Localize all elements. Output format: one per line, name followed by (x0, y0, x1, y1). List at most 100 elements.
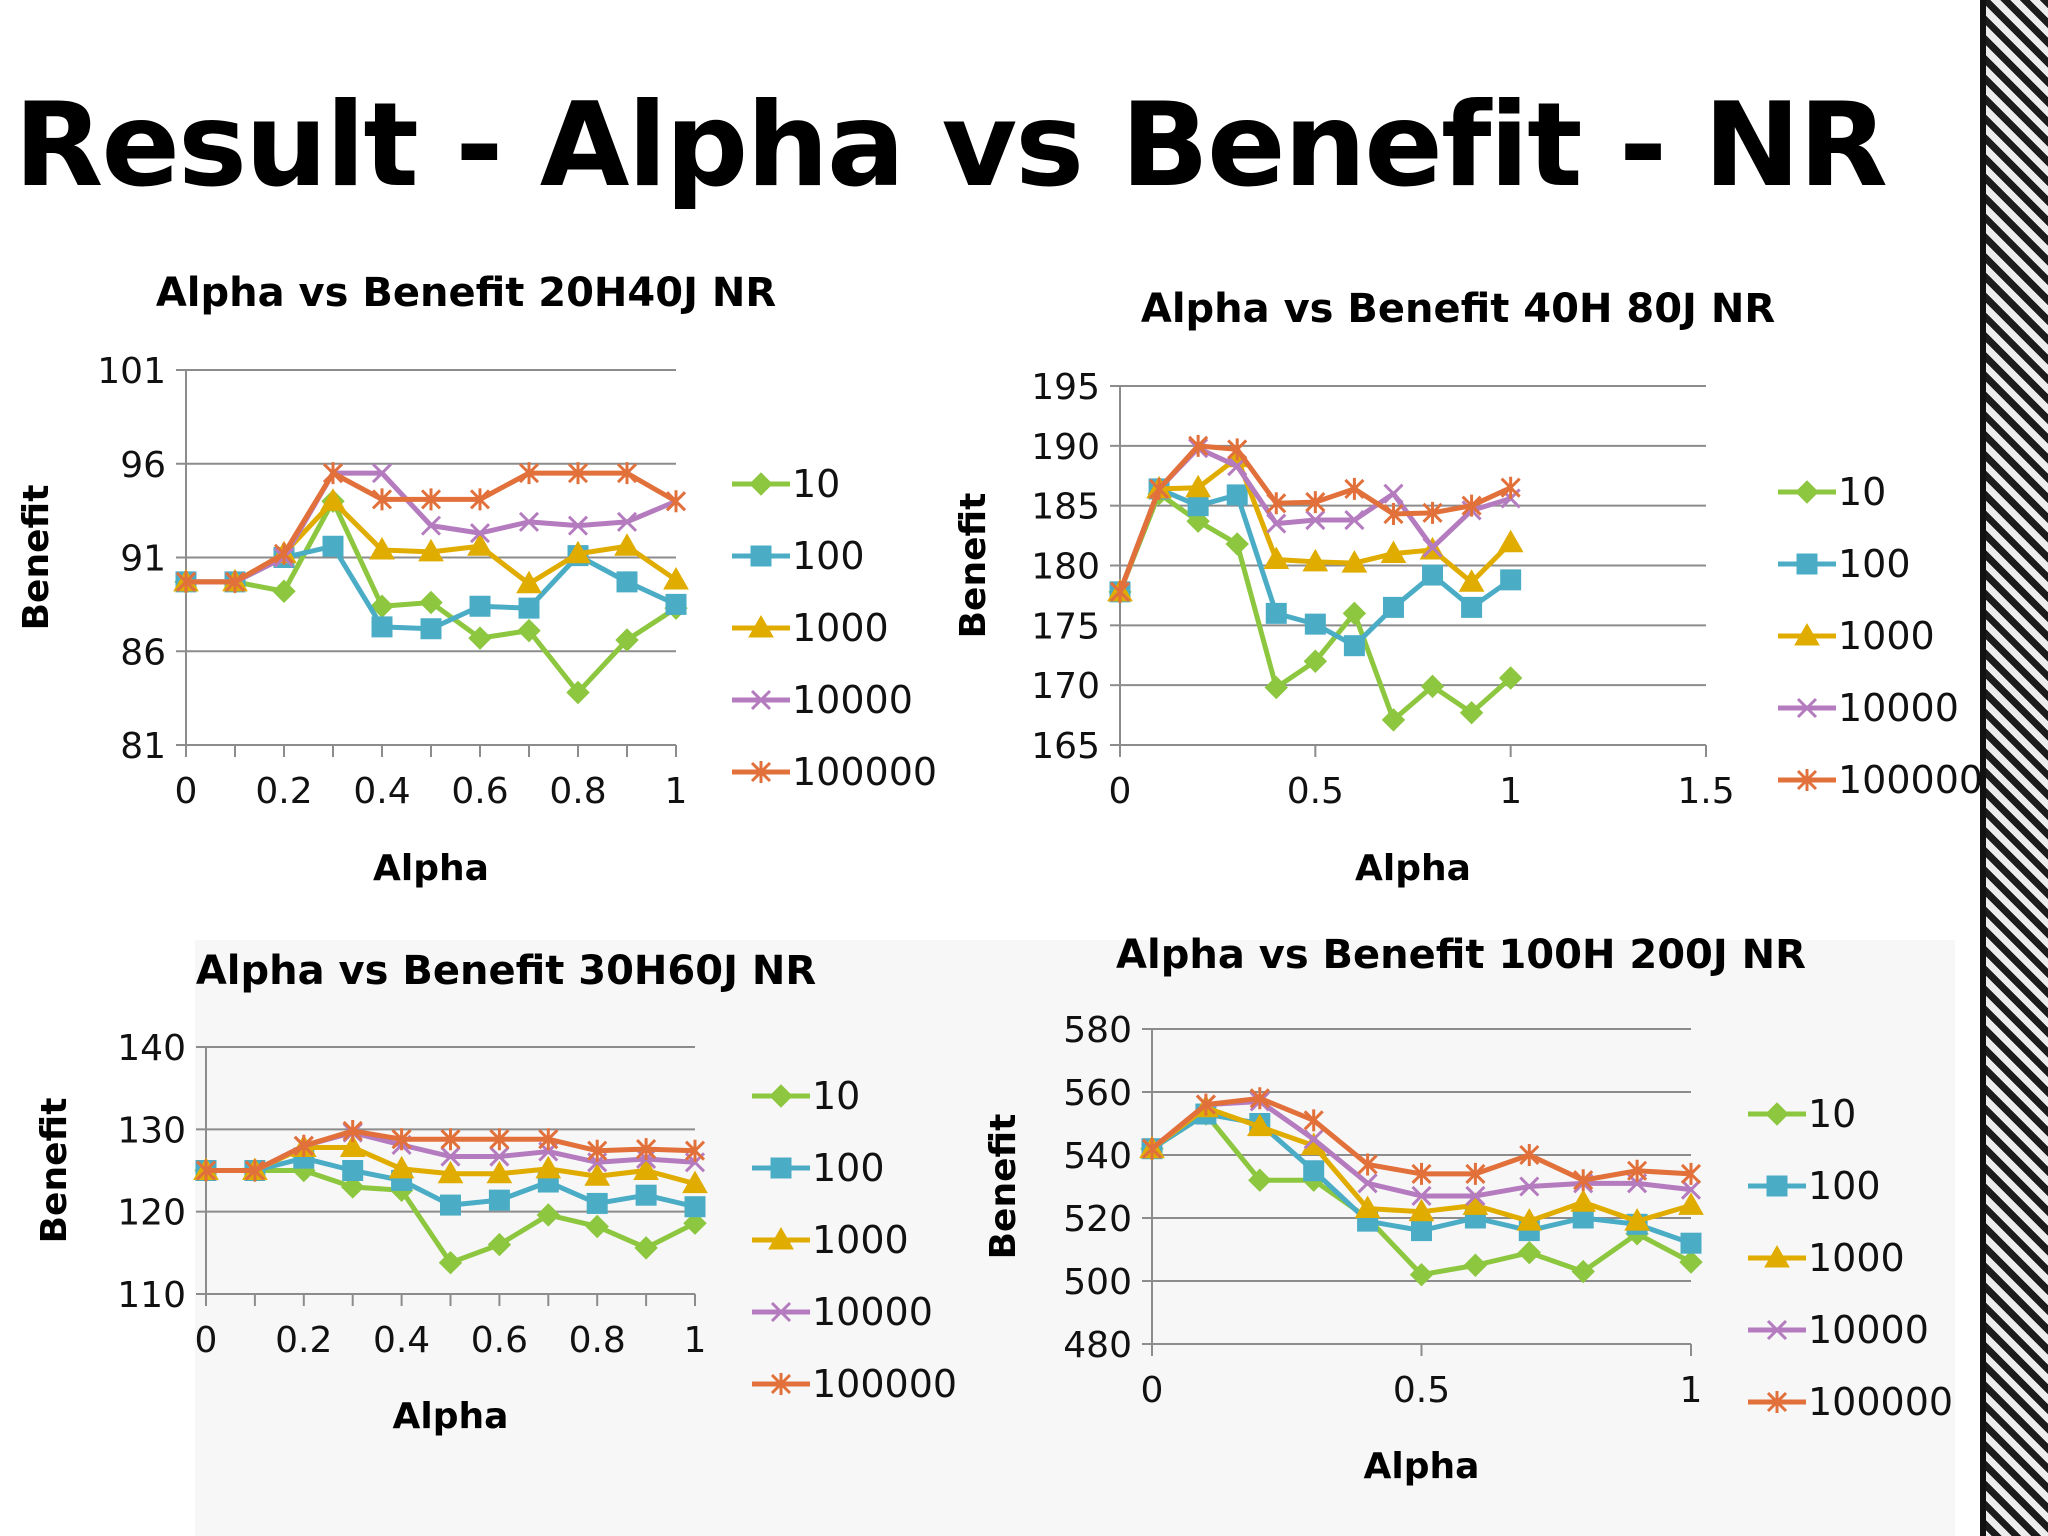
data-point (175, 571, 197, 592)
series-line (186, 543, 678, 632)
series-line (1117, 445, 1512, 593)
chart-title: Alpha vs Benefit 40H 80J NR (1141, 286, 1775, 332)
x-axis-label: Alpha (1355, 848, 1471, 889)
legend-label: 10 (792, 462, 840, 506)
data-point (1226, 484, 1248, 506)
data-point (1381, 708, 1406, 732)
data-point (616, 462, 638, 485)
y-tick-label: 195 (1031, 367, 1100, 408)
series-10000 (175, 463, 687, 592)
y-tick-label: 190 (1031, 427, 1100, 468)
series-100000 (1109, 434, 1521, 603)
data-point (567, 462, 589, 485)
data-point (616, 511, 638, 532)
data-point (1500, 476, 1521, 499)
y-axis-label: Benefit (34, 1098, 75, 1244)
series-10 (174, 489, 688, 705)
series-line (186, 470, 677, 585)
x-tick-label: 0 (1109, 771, 1132, 812)
data-point (418, 538, 444, 562)
data-point (1149, 478, 1170, 499)
legend-item-10: 10 (1778, 470, 1886, 514)
data-point (1498, 666, 1523, 690)
data-point (175, 570, 197, 593)
legend-label: 10000 (1838, 686, 1959, 730)
y-tick-label: 101 (97, 351, 166, 392)
series-100 (175, 535, 687, 640)
data-point (1497, 529, 1524, 553)
data-point (1148, 478, 1170, 500)
data-point (1342, 601, 1367, 626)
y-tick-label: 96 (120, 445, 166, 486)
data-point (469, 488, 491, 511)
slide-title: Result - Alpha vs Benefit - NR (14, 78, 1888, 213)
data-point (1224, 444, 1251, 468)
series-100 (1109, 478, 1522, 657)
x-tick-label: 0.6 (451, 771, 508, 812)
legend-label: 1000 (1838, 614, 1935, 658)
x-tick-label: 0.2 (255, 771, 312, 812)
data-point (518, 511, 540, 532)
data-point (1109, 580, 1131, 603)
data-point (322, 535, 344, 557)
x-tick-label: 0.5 (1287, 771, 1344, 812)
data-point (1109, 581, 1131, 603)
data-point (1500, 569, 1522, 591)
data-point (222, 568, 248, 592)
x-tick-label: 0.8 (549, 771, 606, 812)
x-tick-label: 0 (175, 771, 198, 812)
x-tick-label: 0.4 (353, 771, 410, 812)
data-point (1266, 492, 1287, 515)
data-point (469, 523, 491, 544)
data-point (468, 626, 492, 650)
data-point (1149, 477, 1170, 500)
legend-label: 10000 (792, 678, 913, 722)
data-point (273, 547, 295, 568)
data-point (224, 570, 246, 593)
legend-item-100: 100 (732, 534, 865, 578)
x-tick-label: 1 (665, 771, 688, 812)
data-point (1303, 649, 1328, 673)
data-point (1500, 488, 1521, 509)
data-point (322, 462, 344, 485)
data-point (1461, 494, 1482, 517)
legend-label: 10 (1838, 470, 1886, 514)
data-point (371, 488, 393, 511)
data-point (271, 540, 297, 564)
data-point (1266, 513, 1287, 534)
data-point (566, 680, 590, 705)
series-100000 (175, 462, 687, 593)
series-line (1117, 443, 1512, 593)
data-point (272, 579, 296, 603)
y-tick-label: 130 (117, 1110, 186, 1151)
decorative-side-border (1972, 0, 2048, 1536)
legend-label: 100000 (792, 750, 937, 794)
data-point (1147, 481, 1171, 506)
data-point (322, 463, 344, 484)
data-point (1187, 495, 1209, 517)
data-point (518, 597, 540, 619)
data-point (1458, 569, 1485, 592)
data-point (1344, 477, 1365, 500)
x-tick-label: 1.5 (1677, 771, 1734, 812)
data-point (1419, 536, 1446, 560)
y-tick-label: 86 (120, 632, 166, 673)
series-1000 (1107, 444, 1524, 602)
data-point (1420, 674, 1445, 699)
data-point (664, 596, 688, 620)
data-point (1461, 500, 1482, 521)
data-point (1459, 700, 1484, 725)
lower-background-panel (195, 940, 1955, 1536)
y-tick-label: 120 (117, 1193, 186, 1234)
data-point (1109, 581, 1131, 602)
data-point (1265, 602, 1287, 624)
legend-item-100: 100 (1778, 542, 1911, 586)
y-tick-label: 110 (117, 1275, 186, 1316)
y-tick-label: 81 (120, 726, 166, 767)
series-line (1117, 455, 1513, 593)
data-point (567, 515, 589, 536)
y-tick-label: 185 (1031, 487, 1100, 528)
data-point (1188, 438, 1209, 459)
data-point (665, 490, 687, 513)
legend-label: 100000 (1838, 758, 1983, 802)
